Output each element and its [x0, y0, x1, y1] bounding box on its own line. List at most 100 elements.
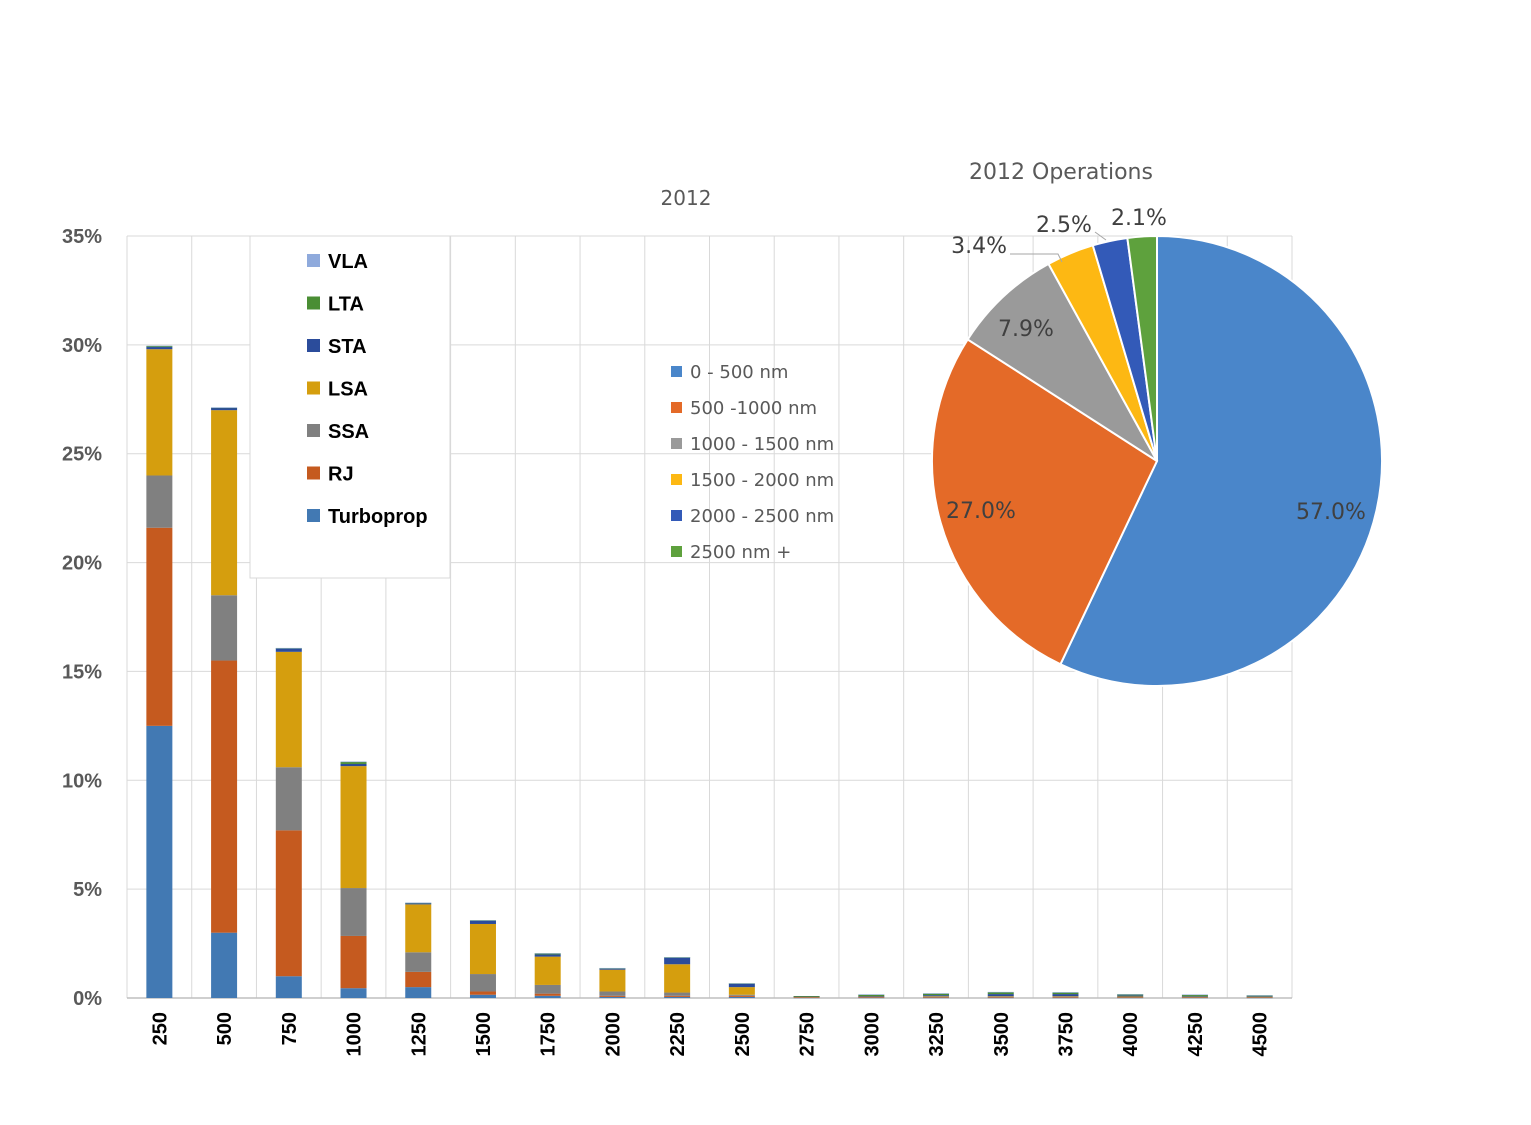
bar-segment-vla-2500: [728, 983, 755, 984]
bar-segment-vla-1250: [405, 902, 432, 904]
x-tick-label: 1500: [473, 1012, 495, 1057]
bar-segment-lsa-500: [211, 410, 238, 596]
bar-segment-sta-4500: [1246, 996, 1273, 997]
bar-segment-sta-1750: [534, 954, 561, 957]
bar-segment-rj-3750: [1052, 997, 1079, 998]
x-tick-label: 3000: [861, 1012, 883, 1057]
bar-segment-vla-750: [275, 647, 302, 649]
bar-segment-ssa-1250: [405, 952, 432, 972]
y-tick-label: 5%: [73, 879, 102, 901]
pie-chart-labels: 57.0% 27.0% 7.9% 3.4% 2.5% 2.1%: [946, 206, 1366, 525]
pie-slice-0: [1059, 234, 1383, 687]
bar-segment-rj-1000: [340, 935, 367, 989]
bar-segment-sta-1000: [340, 763, 367, 767]
x-tick-label: 750: [279, 1012, 301, 1045]
bar-segment-turboprop-1500: [469, 994, 496, 998]
bar-segment-sta-2500: [728, 983, 755, 988]
pie-chart-title: 2012 Operations: [969, 160, 1153, 185]
legend-label-lta: LTA: [328, 294, 364, 316]
pie-slice-1: [931, 338, 1159, 666]
pie-legend-swatch-3: [671, 474, 682, 485]
bar-segment-sta-250: [146, 347, 173, 350]
pie-legend-label-2: 1000 - 1500 nm: [690, 434, 834, 455]
bar-segment-rj-2000: [599, 995, 626, 997]
pie-legend-swatch-0: [671, 366, 682, 377]
pie-legend-label-4: 2000 - 2500 nm: [690, 506, 834, 527]
bar-segment-turboprop-1750: [534, 995, 561, 998]
bar-segment-turboprop-2000: [599, 996, 626, 998]
bar-segment-lsa-3750: [1052, 996, 1079, 997]
bar-chart-title: 2012: [661, 186, 712, 210]
bar-segment-ssa-3250: [923, 996, 950, 998]
legend-swatch-turboprop: [307, 509, 320, 522]
bar-segment-rj-500: [211, 660, 238, 933]
legend-swatch-vla: [307, 254, 320, 267]
pie-label-3: 3.4%: [951, 234, 1007, 259]
bar-segment-ssa-2500: [728, 994, 755, 996]
bar-legend-box: [249, 235, 451, 579]
pie-legend-swatch-1: [671, 402, 682, 413]
pie-legend-label-3: 1500 - 2000 nm: [690, 470, 834, 491]
bar-segment-lta-3250: [923, 993, 950, 996]
legend-label-ssa: SSA: [328, 421, 369, 443]
bar-segment-rj-2500: [728, 995, 755, 997]
bar-segment-ssa-2000: [599, 991, 626, 996]
x-tick-label: 3250: [926, 1012, 948, 1057]
x-tick-label: 3750: [1055, 1012, 1077, 1057]
bar-segment-lta-1750: [534, 953, 561, 955]
bar-segment-lsa-2250: [664, 964, 691, 993]
legend-label-vla: VLA: [328, 251, 368, 273]
pie-slice-2: [966, 262, 1158, 462]
bar-segment-sta-500: [211, 407, 238, 411]
x-tick-label: 1750: [538, 1012, 560, 1057]
bar-chart-legend: VLA LTA STA LSA SSA RJ Turboprop: [307, 251, 428, 528]
x-tick-label: 250: [149, 1012, 171, 1045]
bar-segment-lsa-1750: [534, 956, 561, 985]
bar-segment-rj-1250: [405, 971, 432, 988]
bar-segment-turboprop-1250: [405, 987, 432, 998]
bar-segment-ssa-1500: [469, 974, 496, 992]
bar-chart-y-ticks: 0% 5% 10% 15% 20% 25% 30% 35%: [62, 226, 102, 1010]
bar-segment-ssa-250: [146, 475, 173, 528]
pie-chart-legend: 0 - 500 nm 500 -1000 nm 1000 - 1500 nm 1500…: [671, 362, 834, 563]
pie-legend-label-1: 500 -1000 nm: [690, 398, 817, 419]
bar-segment-ssa-1750: [534, 984, 561, 994]
bar-segment-lsa-1500: [469, 923, 496, 975]
bar-segment-rj-3250: [923, 997, 950, 998]
bar-segment-rj-3000: [858, 997, 885, 998]
bar-segment-vla-3250: [923, 993, 950, 994]
bar-segment-vla-1000: [340, 761, 367, 763]
bar-chart-bars: [146, 345, 1273, 999]
legend-swatch-sta: [307, 339, 320, 352]
bar-segment-lsa-750: [275, 651, 302, 768]
bar-segment-lta-3000: [858, 994, 885, 997]
bar-segment-ssa-3500: [987, 996, 1014, 998]
bar-segment-vla-3000: [858, 994, 885, 995]
bar-segment-sta-3500: [987, 994, 1014, 997]
bar-segment-ssa-2250: [664, 992, 691, 996]
pie-slice-5: [1126, 234, 1158, 462]
bar-segment-sta-3000: [858, 996, 885, 997]
y-tick-label: 15%: [62, 661, 102, 683]
pie-legend-swatch-4: [671, 510, 682, 521]
bar-segment-lsa-4000: [1117, 996, 1144, 998]
bar-segment-lsa-250: [146, 349, 173, 476]
pie-label-5: 2.1%: [1111, 206, 1167, 231]
legend-swatch-lsa: [307, 381, 320, 395]
pie-label-2: 7.9%: [998, 317, 1054, 342]
bar-segment-turboprop-2250: [664, 996, 691, 998]
bar-segment-rj-2250: [664, 995, 691, 997]
bar-segment-vla-3500: [987, 991, 1014, 993]
bar-segment-turboprop-2500: [728, 996, 755, 998]
bar-segment-sta-1500: [469, 920, 496, 924]
bar-segment-rj-4000: [1117, 997, 1144, 998]
bar-segment-turboprop-500: [211, 932, 238, 998]
pie-label-4: 2.5%: [1036, 213, 1092, 238]
bar-segment-sta-4000: [1117, 995, 1144, 997]
pie-legend-swatch-2: [671, 438, 682, 449]
bar-segment-ssa-750: [275, 767, 302, 831]
bar-segment-vla-2250: [664, 957, 691, 958]
bar-segment-sta-2250: [664, 957, 691, 965]
bar-segment-lta-2750: [793, 996, 820, 997]
bar-segment-lsa-3250: [923, 996, 950, 997]
